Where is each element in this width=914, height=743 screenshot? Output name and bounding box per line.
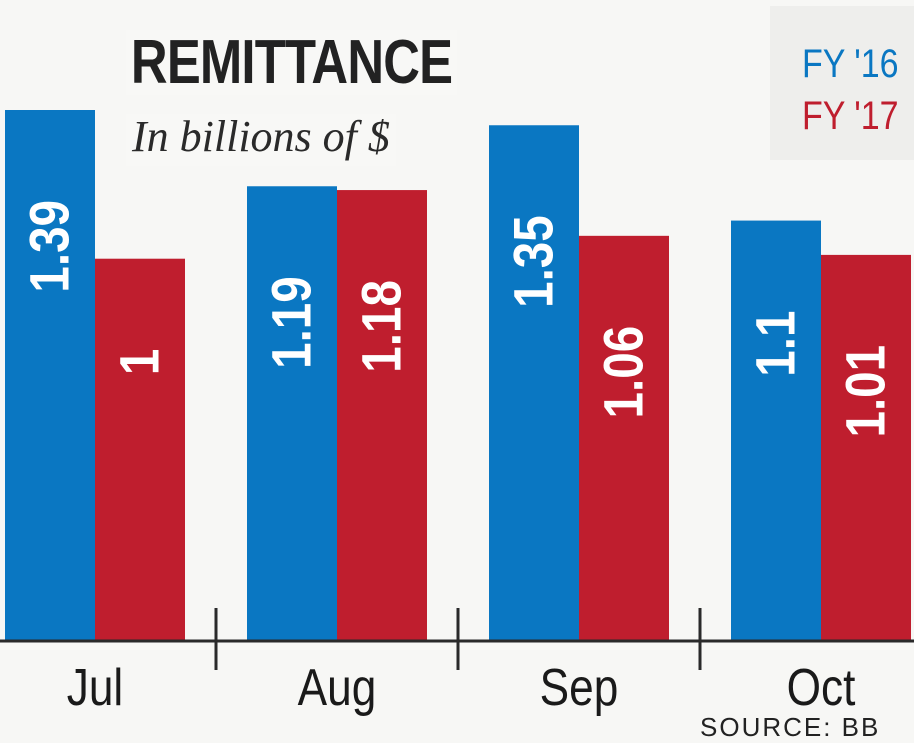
bar-jul-fy16	[5, 110, 95, 640]
x-tick-label-aug: Aug	[298, 659, 377, 717]
source-note: SOURCE: BB	[700, 712, 881, 742]
legend-item-fy16: FY '16	[802, 42, 899, 86]
chart-title: REMITTANCE	[126, 30, 458, 95]
bar-sep-fy17	[579, 235, 669, 640]
value-label-sep-fy17: 1.06	[593, 326, 655, 419]
value-label-aug-fy17: 1.18	[351, 280, 413, 373]
value-label-oct-fy17: 1.01	[835, 345, 897, 438]
bar-aug-fy16	[247, 186, 337, 641]
bar-aug-fy17	[337, 190, 427, 640]
chart-subtitle: In billions of $	[126, 113, 396, 167]
bar-sep-fy16	[489, 125, 579, 640]
x-tick-label-oct: Oct	[787, 659, 856, 717]
bar-oct-fy17	[821, 254, 911, 640]
x-tick-label-sep: Sep	[540, 659, 619, 717]
value-label-jul-fy16: 1.39	[19, 200, 81, 293]
chart-legend: FY '16 FY '17	[770, 6, 914, 160]
value-label-sep-fy16: 1.35	[503, 215, 565, 308]
bar-jul-fy17	[95, 258, 185, 640]
value-label-aug-fy16: 1.19	[261, 276, 323, 369]
legend-item-fy17: FY '17	[802, 94, 899, 138]
bar-oct-fy16	[731, 220, 821, 640]
value-label-jul-fy17: 1	[109, 349, 171, 375]
value-label-oct-fy16: 1.1	[745, 311, 807, 377]
x-tick-label-jul: Jul	[67, 659, 124, 717]
